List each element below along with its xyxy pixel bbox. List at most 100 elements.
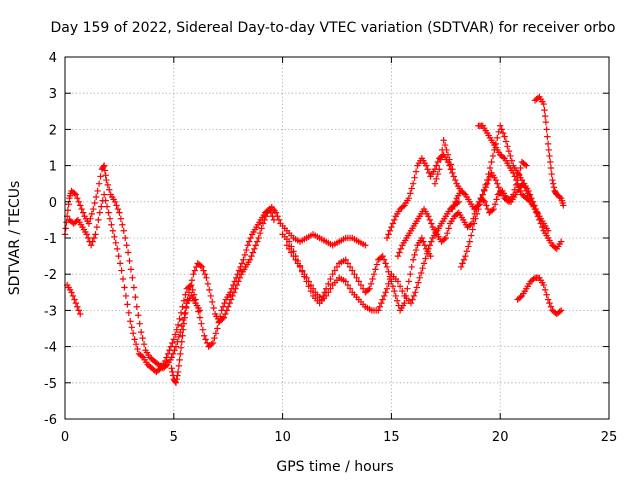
data-point bbox=[126, 257, 133, 265]
data-point bbox=[548, 170, 555, 178]
data-point bbox=[379, 296, 386, 303]
data-point bbox=[190, 291, 198, 298]
data-point bbox=[440, 137, 447, 144]
data-point bbox=[118, 267, 125, 274]
data-point bbox=[423, 250, 431, 257]
data-point bbox=[413, 284, 420, 291]
data-point bbox=[75, 307, 82, 314]
data-point bbox=[412, 168, 420, 175]
data-point bbox=[303, 278, 310, 285]
data-point bbox=[485, 170, 492, 178]
y-tick-label: -5 bbox=[44, 377, 57, 392]
data-point bbox=[285, 238, 293, 245]
data-point bbox=[405, 194, 413, 202]
data-point bbox=[249, 249, 257, 256]
x-tick-label: 25 bbox=[601, 430, 618, 445]
data-point bbox=[106, 215, 114, 222]
chart-title: Day 159 of 2022, Sidereal Day-to-day VTE… bbox=[51, 20, 616, 36]
data-point bbox=[175, 362, 183, 370]
data-point bbox=[449, 166, 456, 173]
data-point bbox=[283, 242, 291, 249]
data-point bbox=[156, 366, 163, 373]
data-point bbox=[246, 256, 254, 263]
data-point bbox=[370, 271, 378, 278]
data-point bbox=[134, 345, 141, 353]
series-arc-9 bbox=[431, 137, 456, 187]
series-arc-3 bbox=[63, 281, 84, 318]
data-point bbox=[552, 244, 559, 251]
data-point bbox=[74, 303, 81, 310]
data-point bbox=[243, 246, 250, 254]
data-point bbox=[198, 263, 206, 271]
data-point bbox=[132, 340, 140, 348]
data-point bbox=[72, 191, 80, 198]
data-point bbox=[121, 284, 128, 291]
data-point bbox=[425, 213, 432, 220]
data-point bbox=[465, 243, 472, 250]
data-point bbox=[204, 280, 212, 288]
data-point bbox=[90, 234, 98, 242]
data-point bbox=[366, 285, 373, 292]
data-point bbox=[549, 176, 556, 184]
data-point bbox=[491, 201, 499, 208]
data-point bbox=[138, 353, 146, 360]
data-point bbox=[219, 303, 227, 310]
data-point bbox=[122, 292, 130, 300]
axis-ticks: 0 5 10 15 20 25 -6 -5 -4 -3 -2 -1 0 1 2 3 4 bbox=[44, 51, 617, 445]
data-point bbox=[256, 229, 264, 237]
data-point bbox=[122, 234, 129, 242]
data-point bbox=[208, 340, 215, 348]
data-point bbox=[215, 319, 222, 326]
data-point bbox=[497, 122, 504, 129]
data-point bbox=[375, 307, 382, 314]
data-point bbox=[511, 186, 518, 193]
data-point bbox=[176, 315, 183, 323]
data-point bbox=[376, 303, 383, 310]
data-point bbox=[497, 188, 505, 196]
y-tick-label: 2 bbox=[49, 123, 57, 138]
x-axis-label: GPS time / hours bbox=[276, 459, 393, 475]
data-point bbox=[77, 202, 84, 209]
data-point bbox=[252, 242, 259, 249]
data-point bbox=[557, 238, 565, 245]
data-point bbox=[209, 298, 216, 306]
data-points bbox=[61, 93, 567, 386]
data-point bbox=[501, 133, 508, 140]
data-point bbox=[547, 303, 555, 310]
data-point bbox=[498, 126, 505, 133]
data-point bbox=[408, 185, 415, 192]
data-point bbox=[445, 225, 452, 232]
data-point bbox=[179, 332, 186, 339]
data-point bbox=[259, 220, 267, 227]
data-point bbox=[342, 256, 349, 263]
data-point bbox=[518, 176, 526, 184]
data-point bbox=[129, 274, 136, 282]
data-point bbox=[405, 278, 413, 285]
data-point bbox=[113, 202, 120, 209]
data-point bbox=[369, 275, 376, 283]
data-point bbox=[201, 332, 208, 339]
data-point bbox=[200, 267, 207, 274]
data-point bbox=[362, 242, 369, 249]
data-point bbox=[234, 271, 241, 278]
data-point bbox=[444, 229, 451, 237]
data-point bbox=[391, 287, 398, 295]
data-point bbox=[411, 251, 418, 259]
series-arc-6 bbox=[283, 198, 463, 314]
data-point bbox=[137, 328, 145, 336]
data-point bbox=[71, 190, 78, 197]
data-point bbox=[173, 326, 180, 333]
data-point bbox=[197, 262, 204, 269]
data-point bbox=[120, 227, 127, 234]
data-point bbox=[163, 354, 170, 361]
data-point bbox=[505, 147, 513, 155]
data-point bbox=[549, 180, 557, 187]
data-point bbox=[87, 215, 94, 222]
data-point bbox=[116, 209, 123, 216]
data-point bbox=[124, 249, 132, 256]
data-point bbox=[521, 184, 529, 191]
data-point bbox=[385, 280, 392, 288]
series-arc-13 bbox=[531, 93, 567, 209]
data-point bbox=[174, 321, 182, 329]
data-point bbox=[483, 176, 491, 184]
